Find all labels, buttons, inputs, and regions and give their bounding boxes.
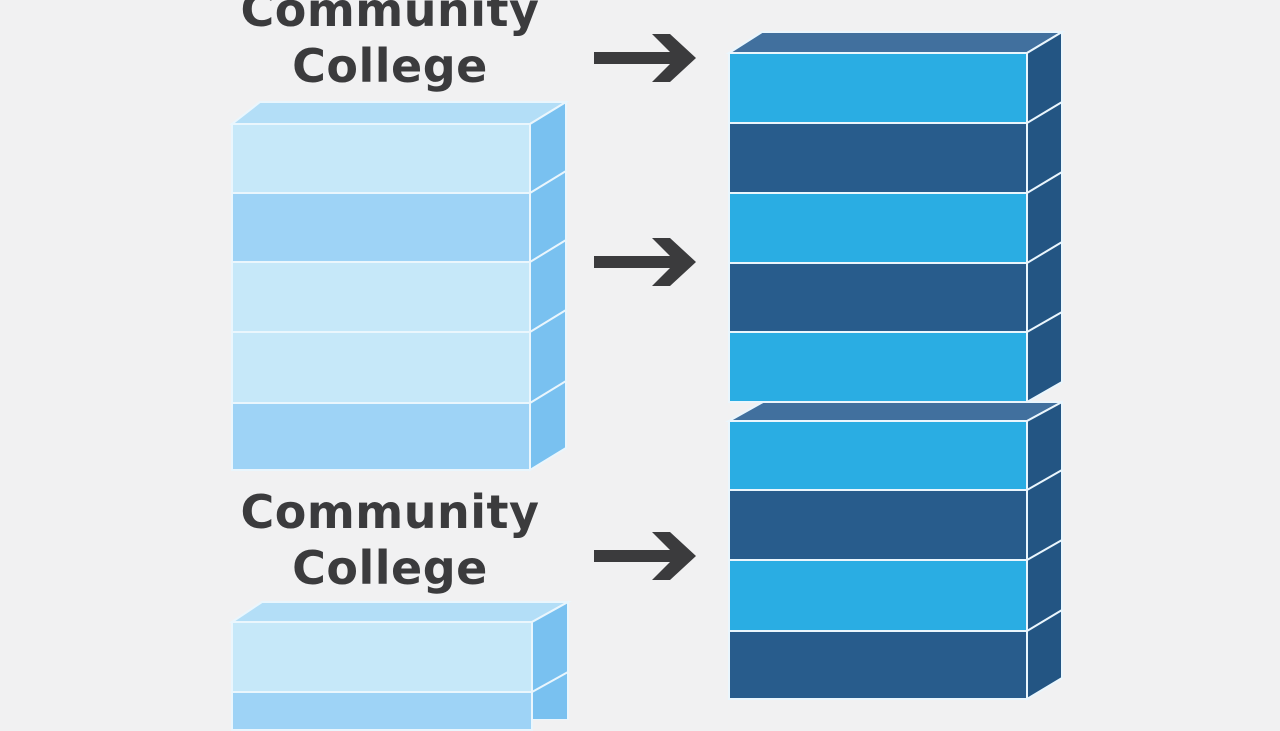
label-line-2: College [292,541,488,595]
block-bright [728,192,1028,264]
label-community-college-top: Community College [210,0,570,94]
label-community-college-middle: Community College [210,484,570,596]
block-medium [231,402,531,471]
block-dark [728,262,1028,333]
right-arrow-icon [594,34,696,82]
right-arrow-icon [594,532,696,580]
label-line-1: Community [240,485,540,539]
label-line-2: College [292,39,488,93]
right-arrow-icon [594,238,696,286]
block-bright [728,331,1028,403]
block-light [231,123,531,194]
block-dark [728,630,1028,700]
block-bright [728,52,1028,124]
block-dark [728,489,1028,561]
block-bright [728,559,1028,632]
label-line-1: Community [240,0,540,37]
block-light [231,621,533,693]
block-bright [728,420,1028,491]
